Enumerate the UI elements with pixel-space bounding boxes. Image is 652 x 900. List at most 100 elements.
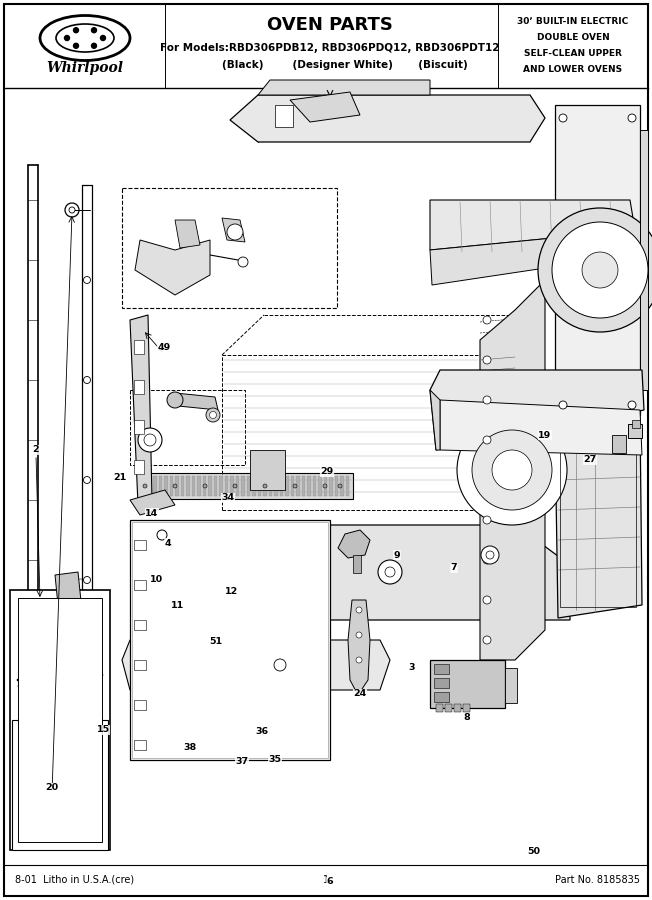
Bar <box>436 704 443 712</box>
Text: 51: 51 <box>209 637 222 646</box>
Bar <box>192 476 195 496</box>
Text: For Models:RBD306PDB12, RBD306PDQ12, RBD306PDT12: For Models:RBD306PDB12, RBD306PDQ12, RBD… <box>160 43 499 53</box>
Circle shape <box>83 677 91 683</box>
Polygon shape <box>440 400 642 455</box>
Polygon shape <box>338 530 370 558</box>
Text: DOUBLE OVEN: DOUBLE OVEN <box>537 33 610 42</box>
Text: 8-01  Litho in U.S.A.(cre): 8-01 Litho in U.S.A.(cre) <box>15 875 134 885</box>
Bar <box>153 476 156 496</box>
Bar <box>134 660 146 670</box>
Bar <box>555 105 640 415</box>
Polygon shape <box>175 220 200 248</box>
Bar <box>291 476 294 496</box>
Text: 15: 15 <box>96 725 110 734</box>
Circle shape <box>91 43 96 49</box>
Polygon shape <box>430 230 635 285</box>
Circle shape <box>472 430 552 510</box>
Polygon shape <box>130 490 175 515</box>
Polygon shape <box>222 218 245 242</box>
Text: 20: 20 <box>46 784 59 793</box>
Bar <box>134 380 144 394</box>
Bar <box>175 476 179 496</box>
Bar <box>219 476 222 496</box>
Bar <box>246 476 250 496</box>
Ellipse shape <box>40 15 130 60</box>
Bar <box>430 660 505 708</box>
Circle shape <box>263 484 267 488</box>
Bar <box>353 555 361 573</box>
Text: 3: 3 <box>409 663 415 672</box>
Bar <box>628 424 642 438</box>
Bar <box>329 476 333 496</box>
Text: 50: 50 <box>527 848 541 857</box>
Circle shape <box>238 257 248 267</box>
Polygon shape <box>430 370 644 450</box>
Text: 14: 14 <box>145 508 158 518</box>
Bar <box>142 476 145 496</box>
Text: 6: 6 <box>327 878 333 886</box>
Bar <box>130 520 330 760</box>
Text: 21: 21 <box>113 473 126 482</box>
Circle shape <box>486 551 494 559</box>
Circle shape <box>69 207 75 213</box>
Text: 29: 29 <box>320 467 334 476</box>
Polygon shape <box>348 600 370 695</box>
Bar <box>334 476 338 496</box>
Circle shape <box>483 316 491 324</box>
Circle shape <box>74 28 78 32</box>
Bar <box>301 476 305 496</box>
Polygon shape <box>135 240 210 295</box>
Circle shape <box>233 484 237 488</box>
Circle shape <box>492 450 532 490</box>
Circle shape <box>83 376 91 383</box>
Circle shape <box>483 516 491 524</box>
Bar <box>224 476 228 496</box>
Circle shape <box>559 114 567 122</box>
Text: 12: 12 <box>226 588 239 597</box>
Bar <box>632 420 640 428</box>
Circle shape <box>582 252 618 288</box>
Circle shape <box>83 476 91 483</box>
Bar <box>203 476 206 496</box>
Circle shape <box>74 43 78 49</box>
Circle shape <box>143 484 147 488</box>
Circle shape <box>385 567 395 577</box>
Circle shape <box>378 560 402 584</box>
Bar <box>241 476 244 496</box>
Bar <box>158 476 162 496</box>
Polygon shape <box>230 95 545 142</box>
Circle shape <box>65 35 70 40</box>
Bar <box>122 188 337 308</box>
Bar <box>147 476 151 496</box>
Circle shape <box>356 657 362 663</box>
Circle shape <box>481 546 499 564</box>
Circle shape <box>144 434 156 446</box>
Text: SELF-CLEAN UPPER: SELF-CLEAN UPPER <box>524 50 622 58</box>
Bar <box>134 620 146 630</box>
Bar <box>296 476 299 496</box>
Text: AND LOWER OVENS: AND LOWER OVENS <box>524 66 623 75</box>
Text: 35: 35 <box>269 755 282 764</box>
Text: 38: 38 <box>183 743 197 752</box>
Bar <box>560 437 636 607</box>
Bar <box>208 476 211 496</box>
Bar <box>186 476 190 496</box>
Circle shape <box>483 636 491 644</box>
Bar <box>134 340 144 354</box>
Bar <box>134 540 146 550</box>
Polygon shape <box>430 390 440 450</box>
Circle shape <box>483 596 491 604</box>
Circle shape <box>483 396 491 404</box>
Text: 34: 34 <box>222 493 235 502</box>
Bar <box>134 740 146 750</box>
Bar <box>263 476 267 496</box>
Polygon shape <box>122 640 390 690</box>
Text: 8: 8 <box>464 714 470 723</box>
Circle shape <box>457 415 567 525</box>
Circle shape <box>293 484 297 488</box>
Circle shape <box>338 484 342 488</box>
Bar <box>307 476 310 496</box>
Bar <box>130 390 245 465</box>
Text: 30ʼ BUILT-IN ELECTRIC: 30ʼ BUILT-IN ELECTRIC <box>518 17 629 26</box>
Circle shape <box>157 530 167 540</box>
